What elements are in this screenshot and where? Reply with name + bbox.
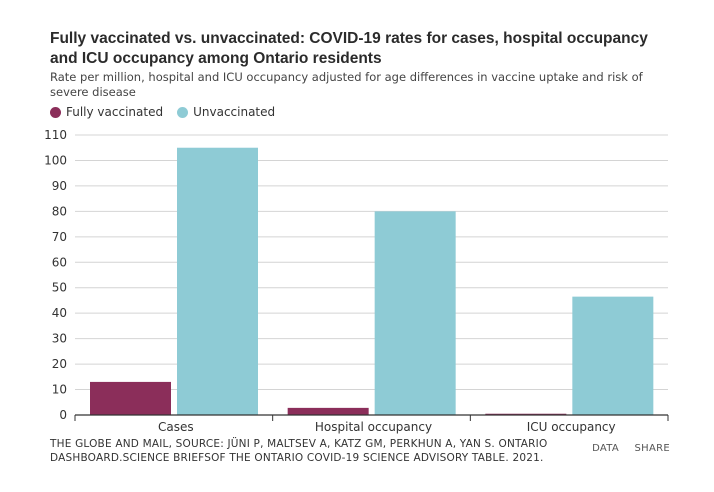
legend-item-vaccinated: Fully vaccinated bbox=[50, 105, 163, 119]
legend-label-vaccinated: Fully vaccinated bbox=[66, 105, 164, 119]
bar-vaccinated bbox=[485, 413, 567, 415]
source-note: THE GLOBE AND MAIL, SOURCE: JÜNI P, MALT… bbox=[50, 438, 548, 464]
chart-title: Fully vaccinated vs. unvaccinated: COVID… bbox=[50, 30, 648, 67]
y-tick-label: 20 bbox=[52, 357, 67, 371]
legend-item-unvaccinated: Unvaccinated bbox=[177, 105, 275, 119]
y-tick-label: 110 bbox=[44, 128, 67, 142]
bar-chart: 0 10 20 30 40 50 60 70 80 90 100 110 Cases Hospital o… bbox=[44, 128, 669, 434]
chart-subtitle: Rate per million, hospital and ICU occup… bbox=[50, 70, 643, 99]
y-tick-label: 70 bbox=[52, 230, 67, 244]
y-tick-label: 10 bbox=[52, 383, 67, 397]
y-tick-label: 100 bbox=[44, 153, 67, 167]
y-tick-label: 0 bbox=[59, 408, 67, 422]
x-tick-label: Cases bbox=[158, 420, 194, 434]
y-tick-label: 80 bbox=[52, 204, 67, 218]
bar-unvaccinated bbox=[572, 296, 654, 415]
x-tick-label: Hospital occupancy bbox=[315, 420, 432, 434]
bar-unvaccinated bbox=[177, 147, 258, 415]
legend-swatch-vaccinated bbox=[50, 106, 61, 118]
y-tick-label: 60 bbox=[52, 255, 67, 269]
chart-actions: DATA SHARE bbox=[580, 443, 670, 454]
share-link[interactable]: SHARE bbox=[634, 443, 670, 454]
legend-label-unvaccinated: Unvaccinated bbox=[193, 105, 276, 119]
bar-unvaccinated bbox=[374, 211, 456, 415]
x-tick-label: ICU occupancy bbox=[527, 420, 616, 434]
bar-vaccinated bbox=[90, 381, 171, 415]
bar-vaccinated bbox=[287, 407, 369, 415]
y-tick-label: 30 bbox=[52, 332, 67, 346]
y-tick-label: 90 bbox=[52, 179, 67, 193]
y-tick-label: 40 bbox=[52, 306, 67, 320]
data-link[interactable]: DATA bbox=[592, 443, 620, 454]
legend: Fully vaccinated Unvaccinated bbox=[50, 105, 289, 119]
legend-swatch-unvaccinated bbox=[177, 106, 189, 118]
y-tick-label: 50 bbox=[52, 281, 67, 295]
